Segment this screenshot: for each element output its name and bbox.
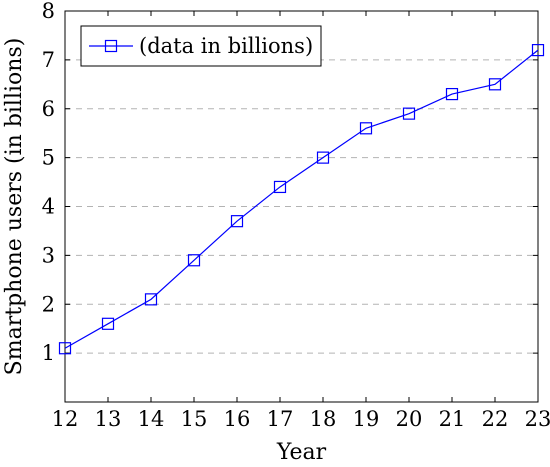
x-tick-label: 19 [353,407,380,431]
data-series [58,43,545,355]
data-point-marker [531,43,545,57]
data-point-marker [488,78,502,91]
y-tick-label: 7 [42,48,55,72]
data-point-marker [230,215,244,228]
data-point-marker [101,317,115,330]
x-tick-label: 17 [267,407,294,431]
y-axis-label: Smartphone users (in billions) [2,38,27,376]
x-tick-label: 14 [138,407,165,431]
y-tick-label: 3 [42,243,55,267]
data-point-marker [316,151,330,164]
x-tick-label: 20 [396,407,423,431]
x-tick-label: 22 [482,407,509,431]
x-tick-label: 15 [181,407,208,431]
data-point-marker [359,122,373,135]
legend: (data in billions) [80,25,322,67]
x-axis-label: Year [276,440,327,465]
data-point-marker [402,107,416,120]
y-tick-label: 5 [42,146,55,170]
data-point-marker [445,87,459,101]
data-point-marker [58,342,72,355]
x-tick-label: 13 [95,407,122,431]
y-tick-label: 4 [42,195,55,219]
x-tick-label: 12 [52,407,79,431]
x-tick-label: 23 [525,407,550,431]
data-point-marker [144,293,158,306]
x-tick-label: 18 [310,407,337,431]
grid-lines [65,59,538,354]
legend-marker [104,39,118,53]
y-tick-label: 2 [42,292,55,316]
x-tick-label: 21 [439,407,466,431]
series-line [64,49,539,349]
x-tick-label: 16 [224,407,251,431]
data-point-marker [187,254,201,267]
data-point-marker [273,180,287,194]
y-tick-label: 8 [42,0,55,23]
y-tick-label: 6 [42,97,55,121]
y-tick-label: 1 [42,341,55,365]
legend-label: (data in billions) [139,34,313,58]
